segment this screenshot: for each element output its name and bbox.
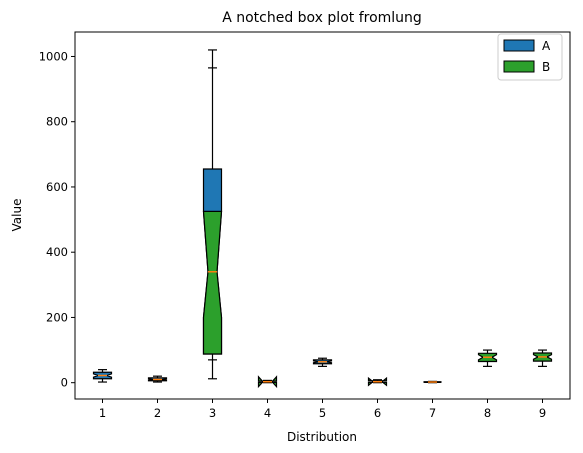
legend-label-A: A [542, 39, 551, 53]
legend: AB [497, 33, 563, 81]
x-tick-label: 1 [99, 406, 106, 420]
box-9 [532, 349, 553, 367]
legend-swatch-B [503, 60, 535, 73]
plot-frame [74, 31, 571, 400]
x-tick-label: 2 [154, 406, 161, 420]
x-axis-label: Distribution [287, 430, 357, 444]
plot-area: 0 200 400 600 800 1000 1 2 3 4 5 6 7 8 9 [39, 49, 553, 420]
x-tick-label: 6 [374, 406, 381, 420]
box-5 [312, 357, 333, 367]
box-1 [92, 369, 113, 383]
x-tick-label: 5 [319, 406, 326, 420]
legend-label-B: B [542, 60, 550, 74]
y-tick-label: 400 [46, 245, 68, 259]
box-3 [202, 49, 223, 380]
box-4 [257, 375, 278, 389]
box-2 [147, 375, 168, 383]
y-axis-label: Value [10, 199, 24, 232]
y-tick-label: 600 [46, 180, 68, 194]
y-tick-label: 200 [46, 310, 68, 324]
box-body-lower [202, 210, 223, 355]
box-7 [423, 380, 442, 384]
y-tick-label: 800 [46, 115, 68, 129]
x-tick-label: 3 [209, 406, 216, 420]
x-tick-label: 7 [429, 406, 436, 420]
box-6 [367, 376, 388, 387]
box-8 [477, 349, 498, 367]
x-tick-label: 4 [264, 406, 271, 420]
chart-title: A notched box plot fromlung [222, 10, 422, 26]
y-tick-label: 1000 [39, 49, 68, 63]
x-tick-label: 9 [539, 406, 546, 420]
legend-swatch-A [503, 39, 535, 52]
x-tick-label: 8 [484, 406, 491, 420]
y-tick-label: 0 [61, 376, 68, 390]
